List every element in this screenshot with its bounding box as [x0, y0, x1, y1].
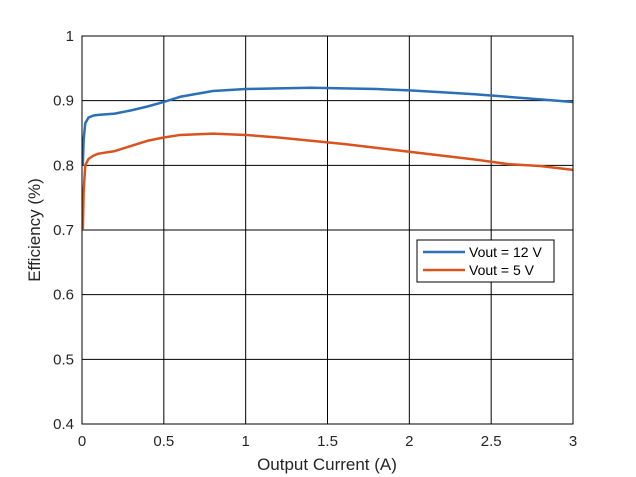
y-tick-label: 0.8 [53, 157, 74, 174]
y-tick-label: 0.9 [53, 93, 74, 110]
legend-entry-1: Vout = 12 V [469, 244, 542, 260]
y-tick-labels: 0.4 0.5 0.6 0.7 0.8 0.9 1 [53, 28, 74, 433]
series-line-2 [81, 132, 574, 231]
y-tick-label: 1 [66, 28, 74, 45]
series-lines [81, 86, 574, 231]
x-tick-label: 1.5 [317, 433, 338, 450]
legend-box [416, 239, 555, 283]
y-axis-label: Efficiency (%) [25, 178, 44, 282]
y-tick-label: 0.7 [53, 222, 74, 239]
x-tick-label: 3 [569, 433, 577, 450]
x-axis-label: Output Current (A) [257, 455, 397, 474]
x-tick-label: 0.5 [153, 433, 174, 450]
y-tick-label: 0.5 [53, 351, 74, 368]
plot-frame [81, 35, 574, 425]
y-tick-label: 0.6 [53, 287, 74, 304]
y-tick-label: 0.4 [53, 416, 74, 433]
series-line-1 [81, 86, 574, 166]
x-tick-label: 1 [241, 433, 249, 450]
legend: Vout = 12 V Vout = 5 V [416, 239, 555, 283]
x-tick-label: 2 [405, 433, 413, 450]
x-tick-labels: 0 0.5 1 1.5 2 2.5 3 [78, 433, 577, 450]
x-tick-label: 0 [78, 433, 86, 450]
legend-entry-2: Vout = 5 V [469, 262, 535, 278]
x-tick-label: 2.5 [481, 433, 502, 450]
